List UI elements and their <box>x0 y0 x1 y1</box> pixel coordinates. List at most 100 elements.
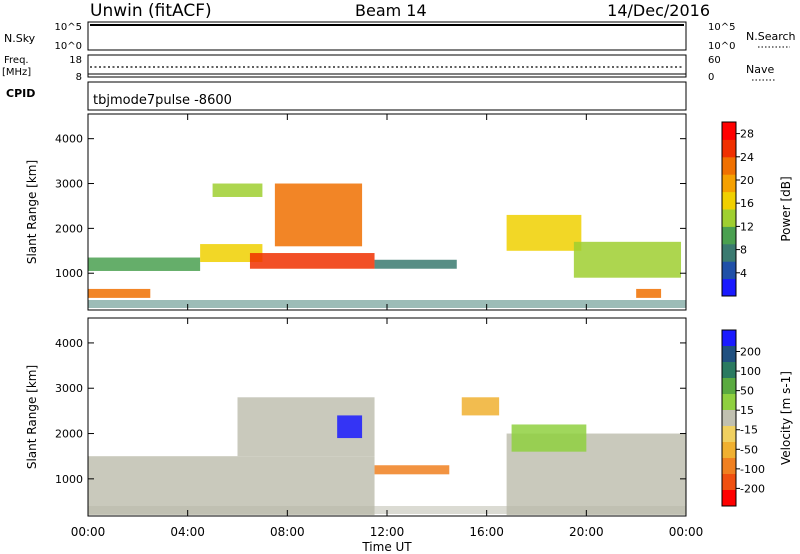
colorbar-swatch <box>722 139 736 158</box>
nsearch-tick-top: 10^5 <box>708 22 735 33</box>
colorbar-swatch <box>722 346 736 363</box>
y-tick-label: 3000 <box>55 178 83 191</box>
colorbar-tick-label: 100 <box>740 365 761 378</box>
colorbar-swatch <box>722 330 736 347</box>
colorbar-swatch <box>722 243 736 262</box>
colorbar-swatch <box>722 394 736 411</box>
echo-region <box>200 244 263 263</box>
colorbar-tick-label: -200 <box>740 482 765 495</box>
colorbar-swatch <box>722 191 736 210</box>
y-axis-label: Slant Range [km] <box>25 365 39 469</box>
colorbar-swatch <box>722 122 736 140</box>
freq-tick-bottom: 8 <box>76 72 82 83</box>
colorbar-swatch <box>722 261 736 280</box>
nave-tick-bottom: 0 <box>708 72 714 83</box>
colorbar-swatch <box>722 362 736 379</box>
colorbar-swatch <box>722 209 736 227</box>
colorbar-tick-label: -15 <box>740 424 758 437</box>
beam-label: Beam 14 <box>355 1 427 20</box>
cpid-strip-frame <box>87 81 687 111</box>
colorbar-tick-label: 8 <box>740 244 747 257</box>
colorbar-swatch <box>722 410 736 427</box>
colorbar-tick-label: 24 <box>740 151 754 164</box>
y-tick-label: 4000 <box>55 337 83 350</box>
nsky-tick-top: 10^5 <box>55 22 82 33</box>
y-tick-label: 4000 <box>55 133 83 146</box>
colorbar-label: Power [dB] <box>779 176 793 241</box>
cpid-label: CPID <box>6 87 35 100</box>
colorbar-tick-label: 12 <box>740 220 754 233</box>
colorbar-tick-label: 4 <box>740 267 747 280</box>
echo-region <box>337 415 363 439</box>
colorbar-tick-label: -100 <box>740 463 765 476</box>
nsky-strip-frame <box>87 21 687 51</box>
echo-region <box>374 259 457 269</box>
x-tick-label: 16:00 <box>469 525 504 539</box>
echo-region <box>506 214 582 251</box>
nsky-label: N.Sky <box>4 32 36 45</box>
nsearch-tick-bottom: 10^0 <box>708 41 735 52</box>
x-tick-label: 04:00 <box>170 525 205 539</box>
y-tick-label: 3000 <box>55 382 83 395</box>
colorbar-tick-label: -50 <box>740 443 758 456</box>
x-axis-label: Time UT <box>361 540 412 554</box>
x-tick-label: 12:00 <box>370 525 405 539</box>
colorbar-tick-label: 16 <box>740 197 754 210</box>
colorbar-swatch <box>722 442 736 459</box>
colorbar-tick-label: 50 <box>740 385 754 398</box>
cpid-text: tbjmode7pulse -8600 <box>93 93 232 108</box>
freq-tick-top: 18 <box>69 55 82 66</box>
echo-region <box>461 397 500 416</box>
echo-region <box>636 288 662 298</box>
y-tick-label: 2000 <box>55 222 83 235</box>
colorbar-swatch <box>722 226 736 245</box>
colorbar-swatch <box>722 458 736 475</box>
y-tick-label: 1000 <box>55 473 83 486</box>
panel-frame <box>87 113 687 311</box>
time-axis: 00:00 04:00 08:00 12:00 16:00 20:00 00:00 <box>71 525 704 539</box>
y-tick-label: 2000 <box>55 428 83 441</box>
nsearch-label: N.Search <box>746 30 796 43</box>
colorbar-swatch <box>722 426 736 443</box>
echo-region <box>88 456 375 516</box>
colorbar-swatch <box>722 174 736 193</box>
colorbar-swatch <box>722 278 736 297</box>
echo-region <box>249 253 375 269</box>
power-panel: 1000 2000 3000 4000 Slant Range [km] <box>25 113 687 311</box>
colorbar-swatch <box>722 156 736 175</box>
colorbar-swatch <box>722 490 736 507</box>
echo-region <box>573 241 682 278</box>
freq-strip-frame <box>87 54 687 78</box>
colorbar-swatch <box>722 474 736 491</box>
y-axis-label: Slant Range [km] <box>25 160 39 264</box>
date-label: 14/Dec/2016 <box>607 1 710 20</box>
x-tick-label: 20:00 <box>569 525 604 539</box>
power-colorbar: 4 8 12 16 20 24 28 Power [dB] <box>721 121 793 297</box>
echo-region <box>88 257 201 271</box>
y-tick-label: 1000 <box>55 267 83 280</box>
colorbar-tick-label: 20 <box>740 174 754 187</box>
colorbar-tick-label: 200 <box>740 346 761 359</box>
echo-region <box>274 183 363 247</box>
echo-region <box>511 424 587 452</box>
nave-label: Nave <box>746 63 774 76</box>
velocity-colorbar: 200 100 50 15 -15 -50 -100 -200 Velocity [m s-1] <box>721 329 793 507</box>
freq-label-bottom: [MHz] <box>2 67 31 78</box>
colorbar-tick-label: 28 <box>740 128 754 141</box>
nsky-tick-bottom: 10^0 <box>55 41 82 52</box>
radar-title: Unwin (fitACF) <box>90 1 212 21</box>
echo-region <box>88 288 151 298</box>
colorbar-label: Velocity [m s-1] <box>779 371 793 465</box>
x-tick-label: 00:00 <box>669 525 704 539</box>
nave-tick-top: 60 <box>708 55 721 66</box>
colorbar-tick-label: 15 <box>740 404 754 417</box>
echo-region <box>212 183 263 197</box>
velocity-panel: 1000 2000 3000 4000 Slant Range [km] <box>25 317 687 517</box>
colorbar-frame <box>721 329 737 507</box>
x-tick-label: 00:00 <box>71 525 106 539</box>
freq-label-top: Freq. <box>4 55 29 66</box>
colorbar-swatch <box>722 378 736 395</box>
colorbar-frame <box>721 121 737 297</box>
echo-region <box>374 465 450 475</box>
